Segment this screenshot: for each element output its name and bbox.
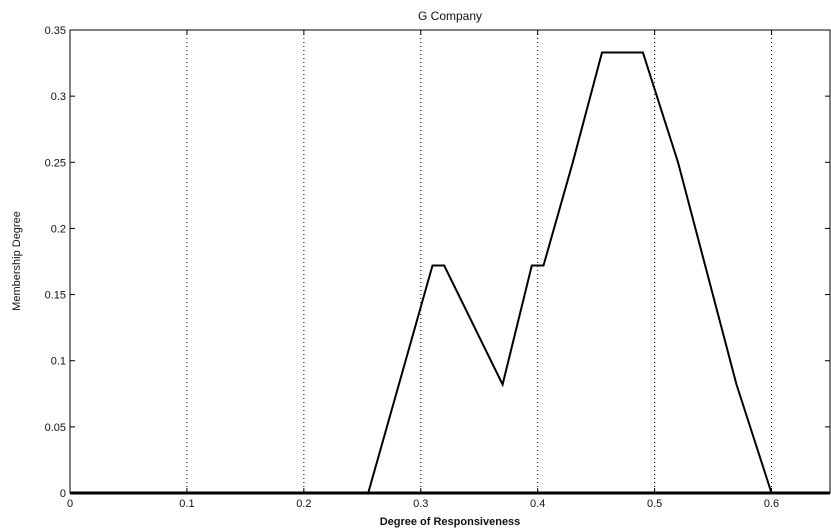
y-tick-label: 0.25 [45,157,66,169]
x-tick-label: 0.4 [530,498,545,510]
y-tick-label: 0.2 [51,223,66,235]
y-tick-label: 0.05 [45,422,66,434]
y-tick-label: 0.1 [51,356,66,368]
plot-area-frame [69,29,831,494]
x-tick-label: 0.6 [764,498,779,510]
y-tick-label: 0 [60,488,66,500]
x-tick-label: 0.1 [179,498,194,510]
membership-curve [367,51,773,494]
y-tick-label: 0.35 [45,25,66,37]
x-tick-label: 0.2 [296,498,311,510]
y-tick-label: 0.15 [45,290,66,302]
x-tick-label: 0 [67,498,73,510]
y-tick-label: 0.3 [51,91,66,103]
x-tick-label: 0.3 [413,498,428,510]
y-axis-label: Membership Degree [11,211,23,311]
axis-ticks: 0 0.1 0.2 0.3 0.4 0.5 0.6 0 0.05 0.1 0.15 0.2 0.25 0.… [45,25,830,510]
chart-title: G Company [418,9,482,23]
grid-lines [186,30,773,493]
x-tick-label: 0.5 [647,498,662,510]
x-axis-label: Degree of Responsiveness [380,516,521,528]
